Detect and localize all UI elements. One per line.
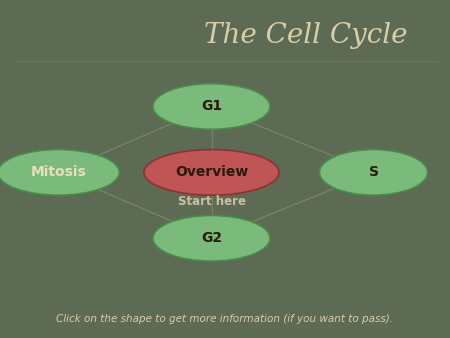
- Text: The Cell Cycle: The Cell Cycle: [204, 22, 408, 49]
- Ellipse shape: [320, 149, 428, 195]
- Text: G2: G2: [201, 231, 222, 245]
- Text: Click on the shape to get more information (if you want to pass).: Click on the shape to get more informati…: [57, 314, 393, 324]
- Ellipse shape: [153, 216, 270, 261]
- Ellipse shape: [153, 83, 270, 129]
- Text: Start here: Start here: [177, 195, 246, 208]
- Text: Overview: Overview: [175, 165, 248, 179]
- Text: S: S: [369, 165, 378, 179]
- Ellipse shape: [144, 149, 279, 195]
- Ellipse shape: [0, 149, 119, 195]
- Text: G1: G1: [201, 99, 222, 114]
- Text: Mitosis: Mitosis: [31, 165, 86, 179]
